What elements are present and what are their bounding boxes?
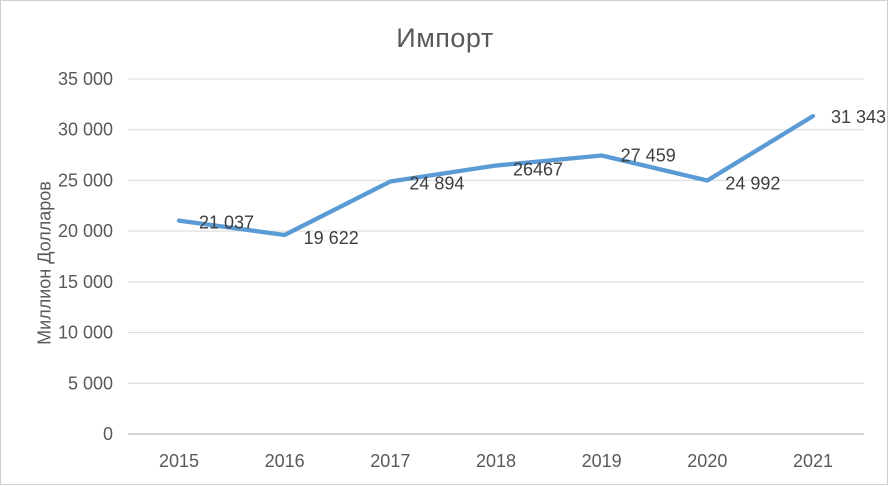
gridlines [128,78,864,435]
x-tick-label: 2018 [476,451,516,471]
x-tick-label: 2020 [687,451,727,471]
y-tick-label: 20 000 [58,221,113,241]
series-line-import [176,113,816,238]
x-tick-label: 2021 [793,451,833,471]
data-labels: 21 037 19 622 24 894 26467 27 459 24 992 31 34… [199,107,886,248]
y-tick-label: 35 000 [58,69,113,89]
data-label: 19 622 [304,228,359,248]
data-label: 24 992 [725,174,780,194]
y-tick-label: 10 000 [58,323,113,343]
y-axis-tick-labels: 0 5 000 10 000 15 000 20 000 25 000 30 000 35 0… [58,69,113,444]
chart-title: Импорт [396,23,494,53]
y-tick-label: 5 000 [68,373,113,393]
data-label: 27 459 [621,145,676,165]
data-label: 26467 [513,160,563,180]
data-label: 31 343 [831,107,886,127]
x-axis-tick-labels: 2015 2016 2017 2018 2019 2020 2021 [159,451,833,471]
y-tick-label: 25 000 [58,170,113,190]
data-label: 24 894 [409,174,464,194]
y-tick-label: 0 [103,424,113,444]
x-tick-label: 2016 [265,451,305,471]
data-label: 21 037 [199,213,254,233]
x-tick-label: 2017 [370,451,410,471]
x-tick-label: 2019 [582,451,622,471]
x-tick-label: 2015 [159,451,199,471]
y-tick-label: 30 000 [58,120,113,140]
y-tick-label: 15 000 [58,272,113,292]
